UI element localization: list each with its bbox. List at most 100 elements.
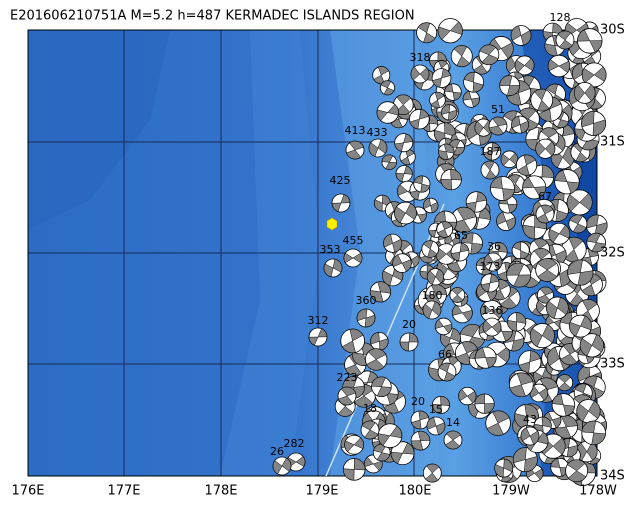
ball-quadrant xyxy=(554,169,580,194)
beachball xyxy=(535,258,560,282)
ball-quadrant xyxy=(507,312,527,332)
beachball xyxy=(576,440,598,463)
ball-quadrant xyxy=(341,328,364,354)
ball-quadrant xyxy=(356,308,376,328)
beachball xyxy=(432,395,450,414)
ball-quadrant xyxy=(548,224,571,243)
ball-quadrant xyxy=(474,393,495,414)
ball-quadrant xyxy=(444,83,462,101)
ball-quadrant xyxy=(547,59,571,73)
ball-quadrant xyxy=(272,457,292,475)
beachball xyxy=(482,317,502,337)
lon-label: 177E xyxy=(107,484,140,499)
ball-quadrant xyxy=(567,259,594,286)
ball-quadrant xyxy=(423,198,439,213)
beachball xyxy=(547,54,571,78)
beachball xyxy=(377,423,403,449)
beachball xyxy=(394,133,414,153)
ball-quadrant xyxy=(417,22,436,44)
ball-quadrant xyxy=(586,232,606,253)
event-label: 67 xyxy=(538,190,552,203)
ball-quadrant xyxy=(517,154,536,176)
beachball xyxy=(450,45,473,68)
ball-quadrant xyxy=(474,347,497,369)
lat-label: 32S xyxy=(600,246,625,261)
beachball xyxy=(566,189,593,216)
event-label: 15 xyxy=(429,403,443,416)
beachball xyxy=(451,302,473,324)
beachball xyxy=(422,197,439,214)
ball-quadrant xyxy=(480,303,503,319)
ball-quadrant xyxy=(482,320,502,334)
beachball xyxy=(494,458,514,478)
ball-quadrant xyxy=(486,410,510,436)
beachball xyxy=(530,88,554,112)
beachball xyxy=(448,139,465,156)
beachball xyxy=(522,175,547,200)
ball-quadrant xyxy=(566,193,593,212)
beachball xyxy=(410,64,430,84)
beachball xyxy=(413,175,431,193)
ball-quadrant xyxy=(399,332,419,352)
lon-label: 179E xyxy=(305,484,338,499)
ball-quadrant xyxy=(509,372,534,397)
beachball xyxy=(429,51,447,70)
event-label: 180 xyxy=(422,289,443,302)
beachball xyxy=(395,165,413,183)
beachball xyxy=(551,393,576,417)
beachball xyxy=(410,430,431,451)
beachball xyxy=(434,317,453,336)
ball-quadrant xyxy=(496,211,516,231)
ball-quadrant xyxy=(510,25,532,46)
beachball xyxy=(440,168,462,191)
beachball xyxy=(392,94,414,116)
ball-quadrant xyxy=(426,417,446,435)
beachball xyxy=(399,332,419,352)
ball-quadrant xyxy=(411,410,429,430)
beachball xyxy=(340,328,365,354)
beachball xyxy=(438,143,455,160)
beachball xyxy=(488,116,508,136)
ball-quadrant xyxy=(480,273,500,293)
ball-quadrant xyxy=(331,194,351,212)
ball-quadrant xyxy=(557,30,573,50)
beachball xyxy=(567,259,594,286)
beachball xyxy=(429,91,446,109)
beachball xyxy=(480,160,500,180)
beachball xyxy=(383,233,403,253)
event-label: 43 xyxy=(523,413,537,426)
beachball xyxy=(416,22,438,44)
ball-quadrant xyxy=(558,374,572,391)
beachball xyxy=(518,350,542,374)
ball-quadrant xyxy=(430,92,445,109)
beachball xyxy=(381,154,397,170)
ball-quadrant xyxy=(458,388,477,404)
beachball xyxy=(360,420,380,440)
event-label: 18 xyxy=(363,402,377,415)
beachball xyxy=(512,447,538,473)
beachball xyxy=(474,118,493,137)
beachball xyxy=(474,346,497,369)
beachball xyxy=(443,430,463,450)
ball-quadrant xyxy=(440,169,462,191)
ball-quadrant xyxy=(494,458,513,478)
beachball xyxy=(480,273,500,293)
lon-label: 179W xyxy=(492,484,530,499)
beachball xyxy=(548,222,571,245)
beachball xyxy=(272,456,292,476)
beachball xyxy=(437,18,463,44)
beachball xyxy=(514,55,535,76)
beachball xyxy=(463,71,485,93)
beachball xyxy=(450,242,470,262)
beachball xyxy=(576,399,601,424)
beachball xyxy=(426,268,445,286)
lat-label: 33S xyxy=(600,357,625,372)
beachball xyxy=(482,142,502,161)
ball-quadrant xyxy=(483,160,497,180)
beachball xyxy=(536,286,554,304)
beachball xyxy=(485,410,511,436)
ball-quadrant xyxy=(581,420,606,445)
beachball xyxy=(392,253,412,273)
ball-quadrant xyxy=(438,362,456,382)
